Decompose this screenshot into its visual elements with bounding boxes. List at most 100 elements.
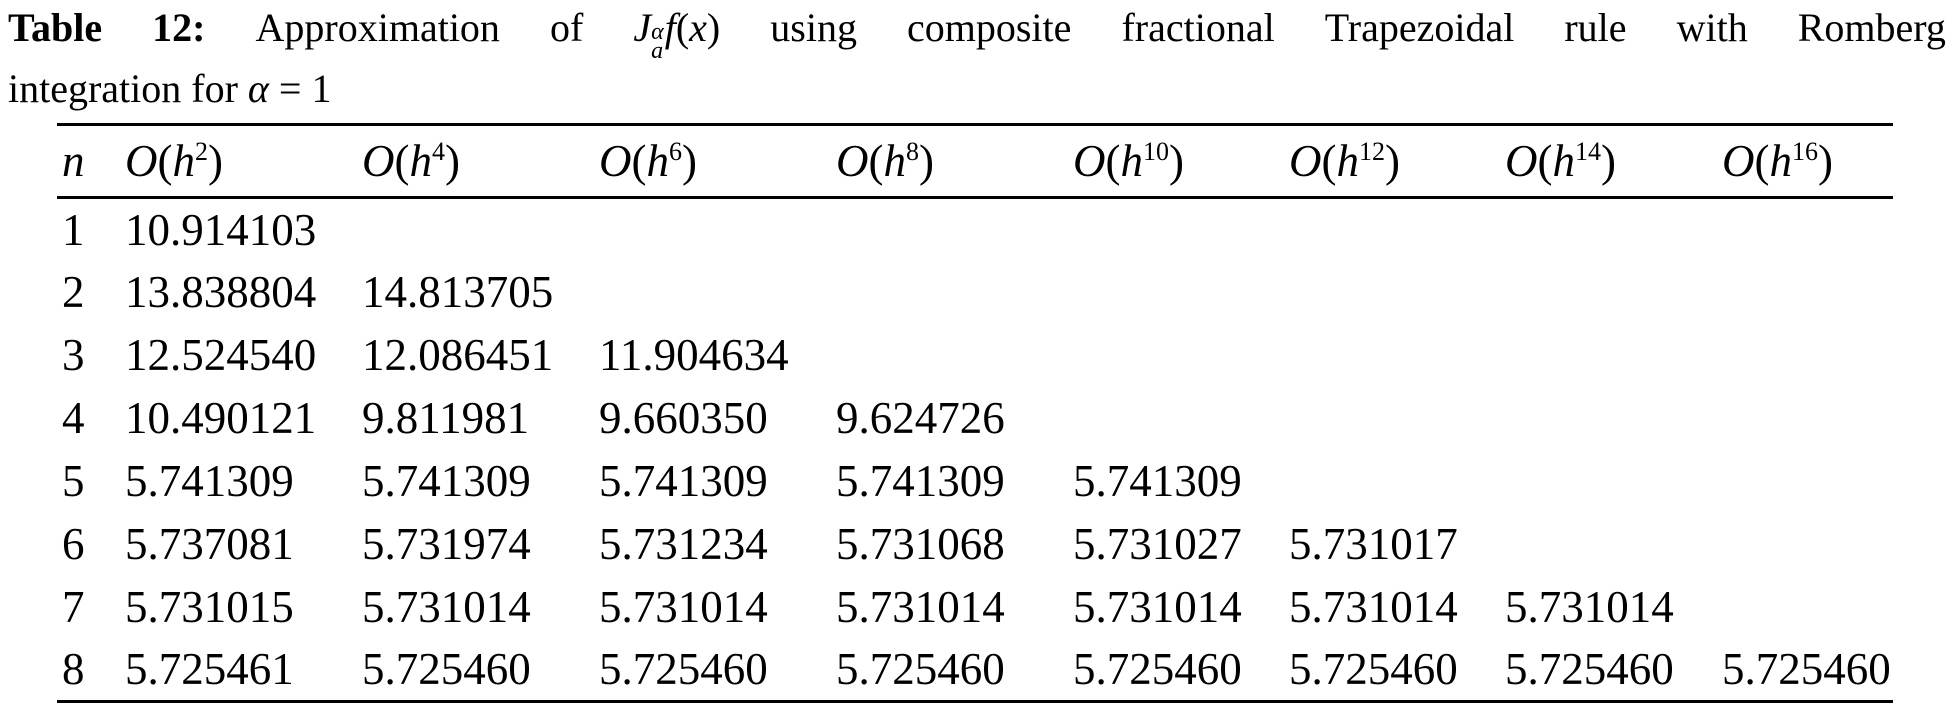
- caption-segment: = 1: [268, 66, 332, 112]
- caption-word: Trapezoidal: [1324, 5, 1515, 50]
- table-cell: [1289, 324, 1505, 387]
- table-cell: 14.813705: [362, 267, 554, 317]
- table-cell: [1722, 450, 1893, 513]
- table-cell: 5.741309: [836, 456, 1005, 506]
- table-cell: [1722, 198, 1893, 261]
- row-index-cell: 2: [62, 267, 85, 317]
- row-index-cell: 8: [62, 644, 85, 695]
- column-header: O(h16): [1722, 136, 1833, 186]
- table-cell: [836, 324, 1073, 387]
- table-cell: 5.725460: [362, 644, 531, 695]
- header-row: n O(h2) O(h4) O(h6) O(h8) O(h10) O(h12) O(h14) O…: [57, 125, 1893, 198]
- order-superscript: 8: [906, 137, 919, 166]
- table-cell: 5.731014: [1073, 582, 1242, 632]
- column-header: O(h12): [1289, 136, 1400, 186]
- table-cell: [1073, 387, 1289, 450]
- order-superscript: 16: [1792, 137, 1818, 166]
- table-cell: 5.731027: [1073, 519, 1242, 569]
- table-cell: [1722, 261, 1893, 324]
- table-cell: [1505, 324, 1722, 387]
- table-cell: 5.725460: [1505, 644, 1674, 695]
- table-cell: [599, 198, 836, 261]
- caption-word: using: [770, 5, 857, 50]
- table-cell: 5.741309: [125, 456, 294, 506]
- caption-word: 12:: [152, 5, 206, 50]
- table-cell: [1289, 387, 1505, 450]
- table-cell: 5.741309: [599, 456, 768, 506]
- table-row: 3 12.524540 12.086451 11.904634: [57, 324, 1893, 387]
- caption-word: of: [549, 5, 584, 50]
- row-index-cell: 3: [62, 330, 85, 380]
- order-superscript: 2: [195, 137, 208, 166]
- table-cell: [1505, 513, 1722, 576]
- table-row: 6 5.737081 5.731974 5.731234 5.731068 5.73102…: [57, 513, 1893, 576]
- table-cell: [1073, 324, 1289, 387]
- order-superscript: 4: [432, 137, 445, 166]
- table-row: 7 5.731015 5.731014 5.731014 5.731014 5.73101…: [57, 576, 1893, 639]
- table-row: 4 10.490121 9.811981 9.660350 9.624726: [57, 387, 1893, 450]
- order-superscript: 14: [1575, 137, 1601, 166]
- order-superscript: 6: [669, 137, 682, 166]
- table-cell: 10.490121: [125, 393, 317, 443]
- row-index-cell: 5: [62, 456, 85, 506]
- caption-word: composite: [907, 5, 1072, 50]
- romberg-table: n O(h2) O(h4) O(h6) O(h8) O(h10) O(h12) O(h14) O…: [57, 123, 1893, 703]
- table-cell: 5.731974: [362, 519, 531, 569]
- table-cell: [1722, 576, 1893, 639]
- table-cell: 9.811981: [362, 393, 530, 443]
- row-index-cell: 4: [62, 393, 85, 443]
- table-cell: 5.731014: [1505, 582, 1674, 632]
- table-cell: 5.725461: [125, 644, 294, 695]
- table-cell: 5.725460: [1722, 644, 1891, 695]
- table-cell: 10.914103: [125, 204, 317, 255]
- table-cell: [362, 198, 599, 261]
- column-header: n: [62, 136, 85, 186]
- column-header: O(h8): [836, 136, 934, 186]
- table-cell: [1289, 261, 1505, 324]
- table-cell: 5.731014: [362, 582, 531, 632]
- table-cell: 5.731014: [599, 582, 768, 632]
- caption-word: Table: [8, 5, 103, 50]
- caption-segment: integration for: [8, 66, 248, 112]
- table-cell: [836, 198, 1073, 261]
- caption-line-2: integration for α = 1: [8, 63, 1946, 115]
- column-header: O(h4): [362, 136, 460, 186]
- table-cell: [1505, 450, 1722, 513]
- caption-segment: α: [247, 66, 269, 112]
- table-cell: 5.731014: [836, 582, 1005, 632]
- table-cell: [1289, 198, 1505, 261]
- table-cell: 11.904634: [599, 330, 789, 380]
- order-superscript: 12: [1359, 137, 1385, 166]
- order-superscript: 10: [1143, 137, 1169, 166]
- table-row: 1 10.914103: [57, 198, 1893, 261]
- table-cell: 5.741309: [1073, 456, 1242, 506]
- table-cell: 5.731014: [1289, 582, 1458, 632]
- table-row: 8 5.725461 5.725460 5.725460 5.725460 5.72546…: [57, 639, 1893, 702]
- table-cell: 5.731068: [836, 519, 1005, 569]
- column-header: O(h2): [125, 136, 223, 186]
- caption-word: rule: [1564, 5, 1627, 50]
- table-cell: [599, 261, 836, 324]
- table-cell: [1505, 387, 1722, 450]
- table-cell: 13.838804: [125, 267, 317, 317]
- table-cell: 9.660350: [599, 393, 768, 443]
- table-cell: 5.731017: [1289, 519, 1458, 569]
- table-row: 5 5.741309 5.741309 5.741309 5.741309 5.74130…: [57, 450, 1893, 513]
- row-index-cell: 1: [62, 204, 85, 255]
- table-cell: [1073, 261, 1289, 324]
- table-row: 2 13.838804 14.813705: [57, 261, 1893, 324]
- row-index-cell: 7: [62, 582, 85, 632]
- table-cell: [1505, 198, 1722, 261]
- table-cell: [1505, 261, 1722, 324]
- table-cell: 5.725460: [1073, 644, 1242, 695]
- table-cell: 5.725460: [599, 644, 768, 695]
- table-cell: [1722, 324, 1893, 387]
- table-cell: 5.731234: [599, 519, 768, 569]
- table-cell: 9.624726: [836, 393, 1005, 443]
- column-header: O(h6): [599, 136, 697, 186]
- table-cell: [836, 261, 1073, 324]
